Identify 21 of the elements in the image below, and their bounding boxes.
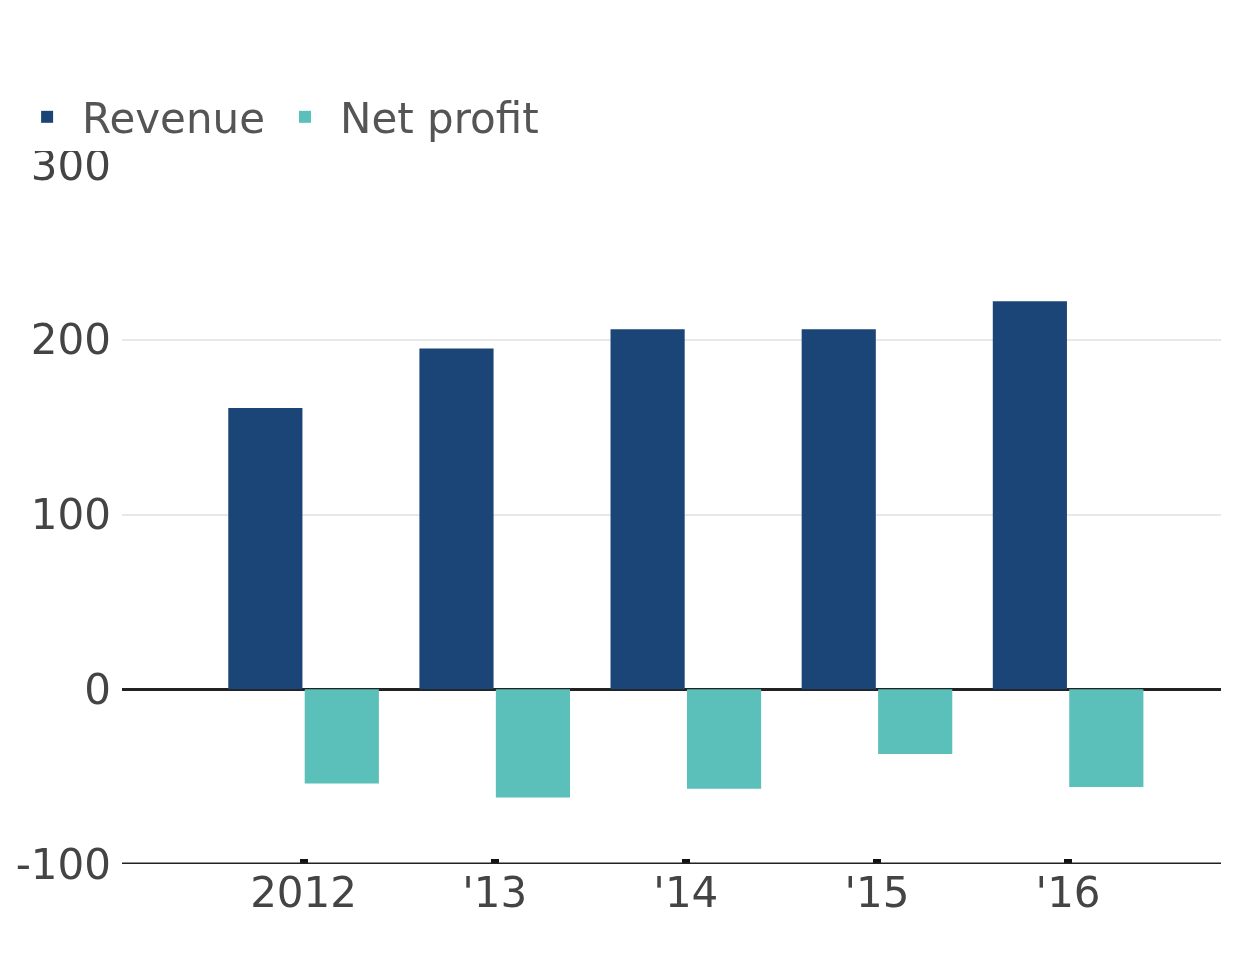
bar: [419, 348, 494, 690]
x-tick-label: '16: [1035, 868, 1101, 917]
x-tick-label: '14: [653, 868, 719, 917]
bar: [1069, 689, 1144, 788]
bar: [228, 407, 303, 690]
y-tick-label: -100: [15, 839, 111, 889]
bar: [610, 329, 685, 690]
bar: [992, 301, 1067, 690]
bar: [878, 689, 953, 754]
y-tick-label: 200: [30, 315, 111, 365]
y-tick-label: 100: [30, 490, 111, 540]
legend-label: Net profit: [340, 94, 539, 144]
bar: [686, 689, 762, 789]
legend-label: Revenue: [82, 94, 266, 144]
y-tick-label: 0: [84, 664, 111, 714]
bar: [495, 689, 571, 798]
bar: [304, 689, 379, 784]
x-tick-label: 2012: [250, 868, 358, 917]
bar: [801, 329, 876, 690]
x-tick-label: '13: [462, 868, 528, 917]
x-tick-label: '15: [844, 868, 910, 917]
